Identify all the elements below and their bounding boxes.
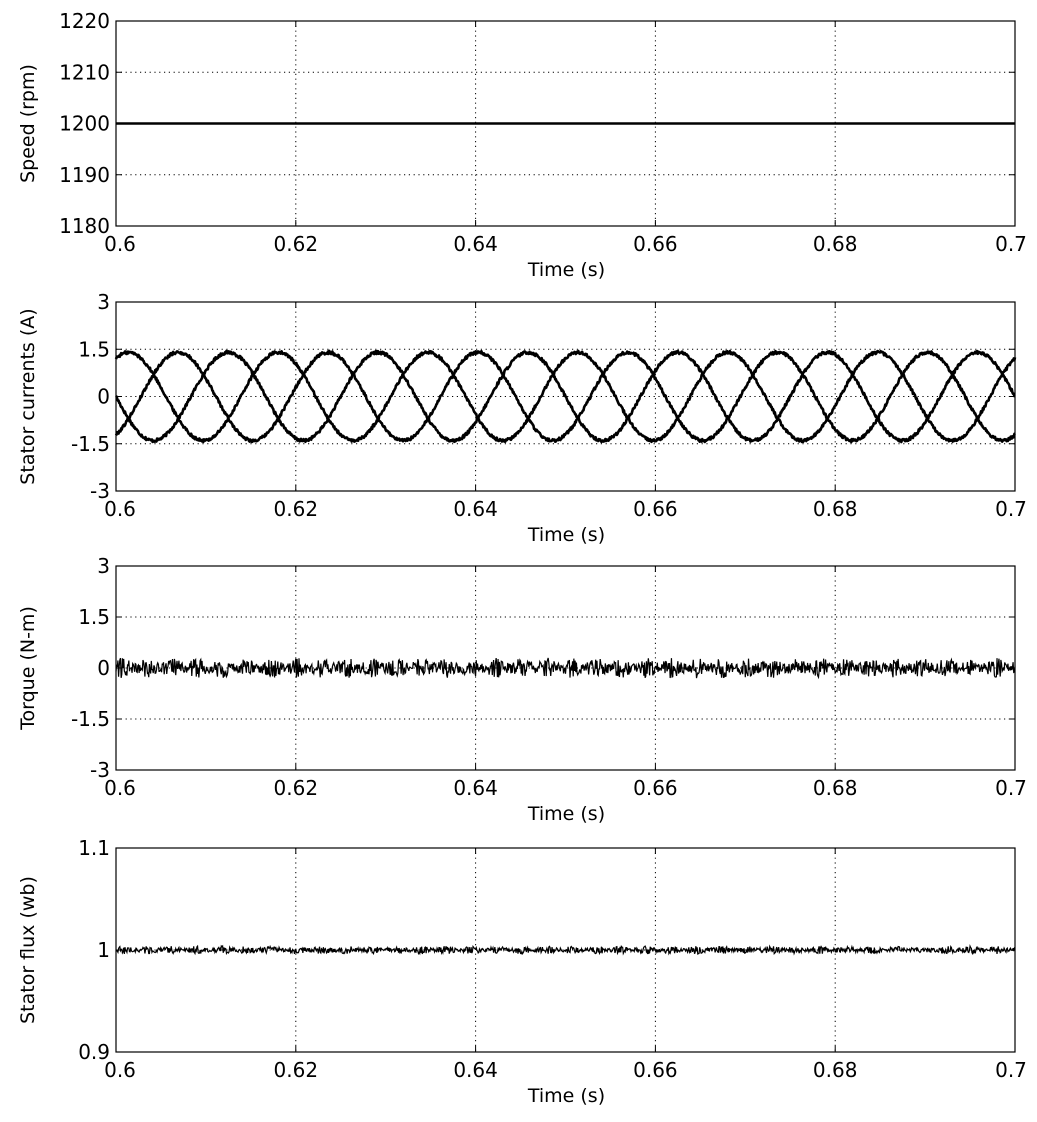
current-phase-1-trace <box>115 349 1016 444</box>
x-tick-label: 0.68 <box>813 1058 858 1082</box>
x-axis-label: Time (s) <box>527 1085 605 1107</box>
x-tick-label: 0.62 <box>274 232 319 256</box>
x-tick-label: 0.6 <box>104 232 136 256</box>
x-tick-label: 0.7 <box>995 232 1027 256</box>
x-tick-label: 0.7 <box>995 776 1027 800</box>
y-tick-label: 1 <box>97 938 110 962</box>
subplot-2: 0.6 0.62 0.64 0.66 0.68 0.7 -3 -1.5 0 1.5 3 Time (s… <box>17 290 1027 546</box>
y-axis-label: Stator flux (wb) <box>17 876 39 1024</box>
x-tick-label: 0.7 <box>995 1058 1027 1082</box>
y-axis-label: Torque (N-m) <box>17 606 39 731</box>
y-tick-label: 0 <box>97 656 110 680</box>
x-tick-label: 0.64 <box>453 776 498 800</box>
x-tick-label: 0.62 <box>274 497 319 521</box>
y-tick-label: -1.5 <box>71 707 110 731</box>
subplot-3: 0.6 0.62 0.64 0.66 0.68 0.7 -3 -1.5 0 1.5 3 Time (s… <box>17 554 1027 825</box>
y-tick-label: 1210 <box>59 60 110 84</box>
y-tick-label: 3 <box>97 554 110 578</box>
y-axis-label: Speed (rpm) <box>17 64 39 183</box>
y-axis-label: Stator currents (A) <box>17 308 39 484</box>
x-tick-label: 0.6 <box>104 1058 136 1082</box>
x-tick-label: 0.62 <box>274 776 319 800</box>
y-tick-label: 1200 <box>59 112 110 136</box>
y-tick-label: 1.1 <box>78 836 110 860</box>
x-tick-label: 0.6 <box>104 497 136 521</box>
x-axis-label: Time (s) <box>527 524 605 546</box>
flux-trace <box>115 944 1016 956</box>
x-tick-label: 0.68 <box>813 232 858 256</box>
x-axis-label: Time (s) <box>527 259 605 281</box>
x-tick-label: 0.66 <box>633 776 678 800</box>
x-tick-label: 0.66 <box>633 232 678 256</box>
y-tick-label: 1.5 <box>78 337 110 361</box>
y-tick-label: 0.9 <box>78 1040 110 1064</box>
x-tick-label: 0.64 <box>453 232 498 256</box>
x-tick-label: 0.66 <box>633 1058 678 1082</box>
y-tick-label: 1.5 <box>78 605 110 629</box>
subplot-4: 0.6 0.62 0.64 0.66 0.68 0.7 0.9 1 1.1 Time (s) Sta… <box>17 836 1027 1107</box>
x-tick-label: 0.64 <box>453 497 498 521</box>
y-tick-label: 1190 <box>59 163 110 187</box>
y-tick-label: 3 <box>97 290 110 314</box>
y-tick-label: -1.5 <box>71 432 110 456</box>
subplot-1: 0.6 0.62 0.64 0.66 0.68 0.7 1180 1190 1200 1210 12… <box>17 9 1027 281</box>
torque-trace <box>115 657 1016 680</box>
x-tick-label: 0.68 <box>813 776 858 800</box>
y-tick-label: 1180 <box>59 214 110 238</box>
x-tick-label: 0.7 <box>995 497 1027 521</box>
x-tick-label: 0.68 <box>813 497 858 521</box>
x-tick-label: 0.66 <box>633 497 678 521</box>
y-tick-label: 1220 <box>59 9 110 33</box>
x-tick-label: 0.62 <box>274 1058 319 1082</box>
y-tick-label: -3 <box>90 479 110 503</box>
y-tick-label: -3 <box>90 758 110 782</box>
y-tick-label: 0 <box>97 385 110 409</box>
current-phase-2-trace <box>114 349 1017 444</box>
x-tick-label: 0.6 <box>104 776 136 800</box>
x-axis-label: Time (s) <box>527 803 605 825</box>
current-phase-3-trace <box>114 349 1016 444</box>
x-tick-label: 0.64 <box>453 1058 498 1082</box>
